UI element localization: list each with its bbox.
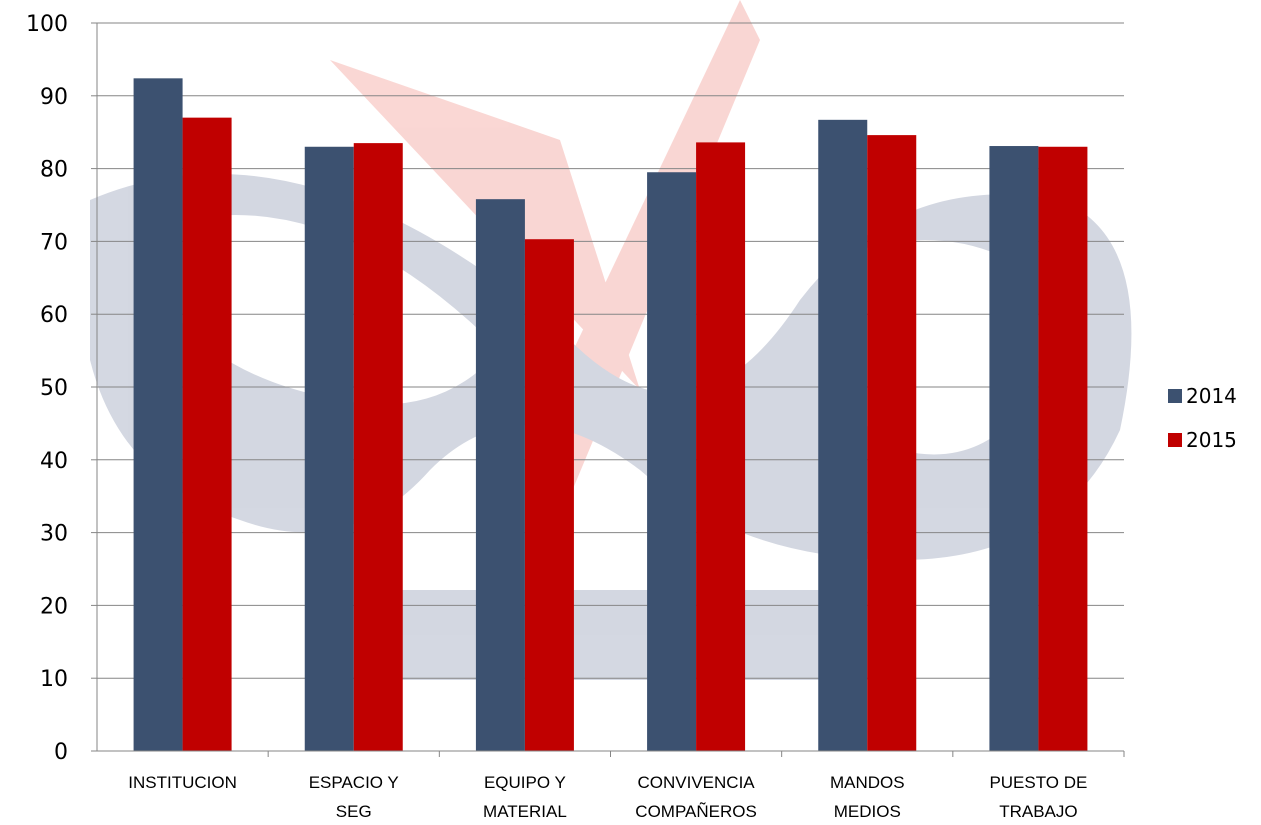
y-tick-label: 100	[26, 12, 68, 37]
y-tick-label: 0	[54, 740, 68, 765]
bar-2015-3	[696, 142, 746, 752]
y-tick-label: 50	[40, 376, 68, 401]
x-tick-label: MEDIOS	[834, 802, 901, 821]
bar-2014-5	[989, 146, 1039, 752]
y-tick-label: 80	[40, 158, 68, 183]
x-tick-label: MANDOS	[830, 773, 905, 792]
legend-label-2014: 2014	[1186, 384, 1237, 408]
bar-2015-1	[353, 143, 403, 751]
y-axis: 0 10 20 30 40 50 60 70 80 90 100	[26, 12, 98, 765]
x-tick-label: INSTITUCION	[128, 773, 237, 792]
bar-2014-0	[133, 78, 183, 751]
y-tick-label: 40	[40, 449, 68, 474]
y-tick-label: 60	[40, 303, 68, 328]
legend-swatch-2014	[1168, 389, 1182, 403]
bar-2015-4	[867, 135, 917, 751]
legend: 2014 2015	[1168, 384, 1237, 452]
x-tick-label: MATERIAL	[483, 802, 567, 821]
bar-2015-5	[1038, 146, 1088, 751]
bar-2014-2	[475, 199, 525, 751]
gridlines	[97, 22, 1124, 679]
x-tick-label: TRABAJO	[999, 802, 1077, 821]
bars-group	[133, 78, 1088, 752]
bar-2014-1	[304, 146, 354, 751]
x-tick-label: ESPACIO Y	[309, 773, 399, 792]
bar-2015-2	[524, 239, 574, 751]
x-axis: INSTITUCION ESPACIO Y SEG EQUIPO Y MATERIAL C…	[97, 750, 1125, 821]
x-tick-label: SEG	[336, 802, 372, 821]
y-tick-label: 70	[40, 230, 68, 255]
y-tick-label: 30	[40, 522, 68, 547]
bar-2014-3	[647, 172, 697, 752]
legend-label-2015: 2015	[1186, 428, 1237, 452]
x-tick-label: EQUIPO Y	[484, 773, 566, 792]
legend-swatch-2015	[1168, 433, 1182, 447]
bar-2014-4	[818, 119, 868, 752]
y-tick-label: 20	[40, 594, 68, 619]
watermark-logo	[90, 0, 1132, 680]
x-tick-label: CONVIVENCIA	[638, 773, 756, 792]
bar-2015-0	[182, 117, 232, 751]
y-tick-label: 90	[40, 85, 68, 110]
x-tick-label: COMPAÑEROS	[635, 802, 757, 821]
x-tick-label: PUESTO DE	[989, 773, 1087, 792]
y-tick-label: 10	[40, 667, 68, 692]
